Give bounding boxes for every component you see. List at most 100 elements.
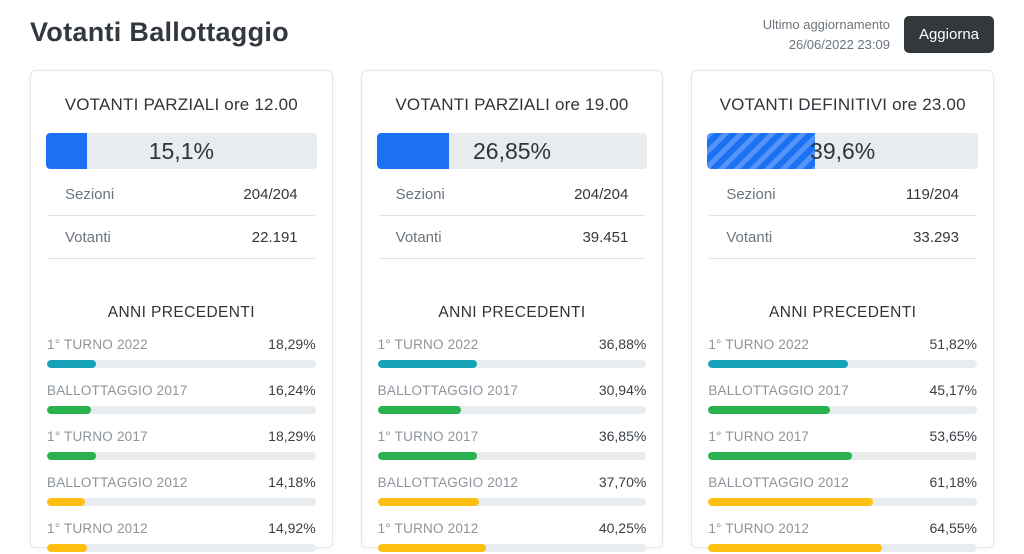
previous-year-percent: 36,88% — [598, 336, 647, 352]
votanti-card-parziali-12: VOTANTI PARZIALI ore 12.00 15,1% Sezioni… — [30, 70, 333, 552]
sezioni-label: Sezioni — [65, 186, 115, 203]
previous-year-bar-fill — [708, 452, 853, 460]
stats-rows: Sezioni 204/204 Votanti 22.191 — [48, 173, 315, 259]
previous-year-bar-fill — [377, 452, 477, 460]
turnout-percent-label: 15,1% — [148, 137, 214, 164]
previous-year-label: BALLOTTAGGIO 2012 — [708, 475, 849, 490]
turnout-progress-fill — [707, 133, 815, 169]
previous-year-label: 1° TURNO 2017 — [708, 429, 810, 444]
previous-years-title: ANNI PRECEDENTI — [769, 304, 917, 321]
previous-year-item: 1° TURNO 2022 51,82% — [707, 336, 978, 368]
previous-year-label: 1° TURNO 2012 — [708, 521, 810, 536]
previous-year-bar-fill — [708, 498, 873, 506]
previous-year-item: 1° TURNO 2012 64,55% — [707, 520, 978, 552]
last-update-info: Ultimo aggiornamento 26/06/2022 23:09 — [763, 15, 890, 54]
previous-year-percent: 64,55% — [929, 520, 977, 536]
previous-year-item: 1° TURNO 2022 18,29% — [46, 336, 317, 368]
previous-year-bar-fill — [47, 406, 91, 414]
turnout-percent-label: 26,85% — [472, 137, 551, 164]
sezioni-value: 119/204 — [905, 186, 959, 203]
sezioni-label: Sezioni — [395, 186, 445, 203]
page-header: Votanti Ballottaggio Ultimo aggiornament… — [0, 0, 1024, 54]
sezioni-row: Sezioni 204/204 — [48, 173, 315, 216]
previous-year-bar-fill — [377, 406, 461, 414]
previous-years-title: ANNI PRECEDENTI — [107, 304, 255, 321]
previous-year-bar-fill — [708, 544, 882, 552]
votanti-label: Votanti — [726, 229, 773, 246]
previous-years-title: ANNI PRECEDENTI — [438, 304, 586, 321]
previous-year-item: BALLOTTAGGIO 2017 30,94% — [377, 382, 648, 414]
votanti-label: Votanti — [395, 229, 442, 246]
previous-year-percent: 18,29% — [268, 428, 316, 444]
card-title: VOTANTI PARZIALI ore 19.00 — [395, 95, 629, 114]
turnout-percent-label: 39,6% — [810, 137, 876, 164]
previous-year-item: 1° TURNO 2017 53,65% — [707, 428, 978, 460]
previous-year-bar-fill — [47, 360, 97, 368]
previous-year-item: BALLOTTAGGIO 2012 37,70% — [377, 474, 648, 506]
votanti-card-parziali-19: VOTANTI PARZIALI ore 19.00 26,85% Sezion… — [360, 70, 664, 552]
votanti-label: Votanti — [65, 229, 111, 246]
previous-year-bar-fill — [47, 544, 88, 552]
votanti-value: 39.451 — [582, 229, 629, 246]
previous-year-bar-fill — [377, 544, 486, 552]
votanti-row: Votanti 39.451 — [378, 216, 646, 259]
votanti-row: Votanti 22.191 — [48, 216, 315, 259]
previous-year-label: 1° TURNO 2022 — [47, 337, 148, 352]
previous-year-item: 1° TURNO 2012 40,25% — [377, 520, 648, 552]
previous-year-bar — [708, 498, 977, 506]
previous-year-percent: 37,70% — [598, 474, 647, 490]
sezioni-row: Sezioni 204/204 — [378, 173, 646, 216]
previous-year-item: BALLOTTAGGIO 2017 16,24% — [46, 382, 317, 414]
previous-year-bar — [708, 406, 977, 414]
previous-year-bar — [47, 360, 316, 368]
previous-year-percent: 18,29% — [268, 336, 316, 352]
previous-year-percent: 61,18% — [929, 474, 977, 490]
previous-year-percent: 14,92% — [268, 520, 316, 536]
previous-year-label: BALLOTTAGGIO 2012 — [47, 475, 188, 490]
votanti-value: 22.191 — [251, 229, 298, 246]
page-title: Votanti Ballottaggio — [30, 17, 289, 47]
previous-year-bar-fill — [708, 360, 848, 368]
previous-year-bar — [47, 406, 316, 414]
previous-year-label: 1° TURNO 2017 — [47, 429, 148, 444]
previous-year-label: 1° TURNO 2022 — [377, 337, 479, 352]
previous-year-label: 1° TURNO 2012 — [47, 521, 148, 536]
previous-year-percent: 53,65% — [929, 428, 977, 444]
previous-year-label: BALLOTTAGGIO 2017 — [47, 383, 188, 398]
previous-year-bar — [47, 544, 316, 552]
previous-year-bar — [377, 452, 647, 460]
previous-year-bar — [377, 360, 647, 368]
previous-year-percent: 40,25% — [598, 520, 647, 536]
previous-year-bar — [47, 452, 316, 460]
previous-year-bar-fill — [47, 498, 86, 506]
sezioni-value: 204/204 — [574, 186, 629, 203]
cards-grid: VOTANTI PARZIALI ore 12.00 15,1% Sezioni… — [0, 54, 1024, 552]
votanti-row: Votanti 33.293 — [709, 216, 976, 259]
previous-year-label: 1° TURNO 2012 — [377, 521, 479, 536]
previous-year-item: BALLOTTAGGIO 2012 14,18% — [46, 474, 317, 506]
previous-year-bar-fill — [377, 360, 477, 368]
previous-year-label: 1° TURNO 2022 — [708, 337, 810, 352]
previous-year-bar — [708, 544, 977, 552]
previous-year-item: BALLOTTAGGIO 2017 45,17% — [707, 382, 978, 414]
previous-year-bar — [47, 498, 316, 506]
previous-year-bar-fill — [708, 406, 830, 414]
turnout-progress-fill — [376, 133, 450, 169]
refresh-button[interactable]: Aggiorna — [903, 16, 994, 53]
previous-year-item: 1° TURNO 2017 36,85% — [377, 428, 648, 460]
stats-rows: Sezioni 204/204 Votanti 39.451 — [378, 173, 646, 259]
previous-year-percent: 14,18% — [268, 474, 316, 490]
card-title: VOTANTI DEFINITIVI ore 23.00 — [719, 95, 966, 114]
sezioni-value: 204/204 — [243, 186, 298, 203]
previous-year-percent: 36,85% — [598, 428, 647, 444]
header-actions: Ultimo aggiornamento 26/06/2022 23:09 Ag… — [763, 15, 994, 54]
previous-year-label: BALLOTTAGGIO 2017 — [708, 383, 849, 398]
previous-year-percent: 45,17% — [929, 382, 977, 398]
stats-rows: Sezioni 119/204 Votanti 33.293 — [709, 173, 976, 259]
previous-year-percent: 51,82% — [929, 336, 977, 352]
previous-year-item: 1° TURNO 2017 18,29% — [46, 428, 317, 460]
previous-year-bar — [377, 406, 647, 414]
last-update-label: Ultimo aggiornamento — [762, 17, 890, 32]
previous-year-bar — [377, 544, 647, 552]
turnout-progress-fill — [46, 133, 87, 169]
